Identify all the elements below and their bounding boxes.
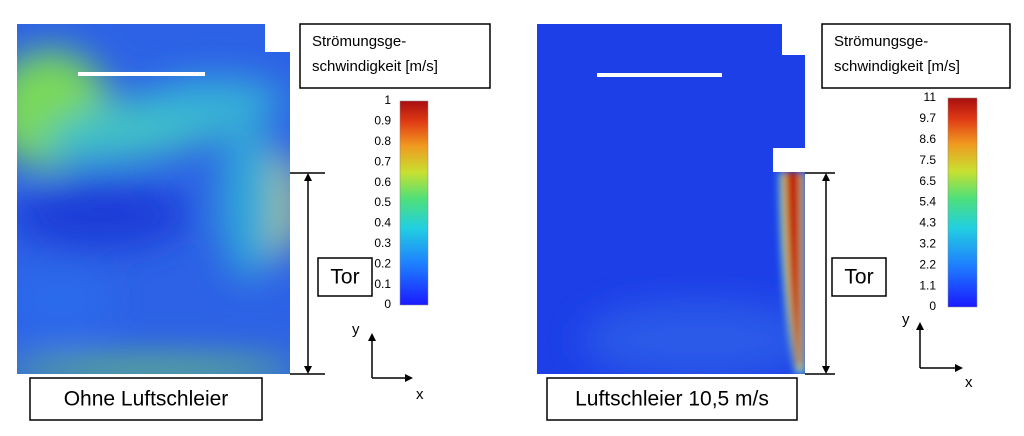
colorbar-tick-label: 7.5 <box>919 153 936 167</box>
colorbar-tick-label: 2.2 <box>919 257 936 271</box>
label-box <box>317 257 373 297</box>
colorbar <box>399 100 429 306</box>
axis-label: y <box>352 321 360 338</box>
axis-label: x <box>965 374 973 391</box>
axis-label: y <box>902 311 910 328</box>
label-box <box>821 23 1011 89</box>
colorbar-tick-label: 0.2 <box>374 256 391 270</box>
colorbar-tick-label: 8.6 <box>919 132 936 146</box>
colorbar-tick-label: 6.5 <box>919 174 936 188</box>
colorbar-tick-label: 0.1 <box>374 277 391 291</box>
caption: Ohne Luftschleier <box>64 388 229 411</box>
fan-bar <box>78 72 205 76</box>
legend-title: schwindigkeit [m/s] <box>312 58 438 75</box>
arrow-head <box>955 364 963 372</box>
axis-label: x <box>416 386 424 403</box>
colorbar-tick-label: 0.7 <box>374 154 391 168</box>
colorbar-tick-label: 3.2 <box>919 236 936 250</box>
colorbar-tick-label: 4.3 <box>919 216 936 230</box>
legend-title: Strömungsge- <box>834 33 928 50</box>
colorbar-tick-label: 5.4 <box>919 195 936 209</box>
arrow-head <box>368 333 376 341</box>
label-box <box>29 377 263 421</box>
label-box <box>299 23 491 89</box>
legend-title: Strömungsge- <box>312 33 406 50</box>
colorbar-tick-label: 1 <box>384 93 391 107</box>
label-box <box>546 377 798 421</box>
flow-field <box>17 24 290 374</box>
label-box <box>831 257 887 297</box>
colorbar-tick-label: 0.9 <box>374 114 391 128</box>
flow-field <box>537 24 805 374</box>
colorbar-tick-label: 1.1 <box>919 278 936 292</box>
caption: Luftschleier 10,5 m/s <box>575 388 769 411</box>
gate-label: Tor <box>330 266 359 289</box>
colorbar <box>947 97 978 308</box>
arrow-head <box>405 374 413 382</box>
colorbar-tick-label: 0.6 <box>374 175 391 189</box>
arrow-head <box>916 322 924 330</box>
arrow-head <box>822 173 830 181</box>
gate-label: Tor <box>844 266 873 289</box>
arrow-head <box>304 173 312 181</box>
colorbar-tick-label: 0 <box>384 297 391 311</box>
colorbar-tick-label: 0 <box>929 299 936 313</box>
arrow-head <box>304 366 312 374</box>
colorbar-tick-label: 9.7 <box>919 111 936 125</box>
fan-bar <box>597 73 722 77</box>
arrow-head <box>822 366 830 374</box>
colorbar-tick-label: 0.3 <box>374 236 391 250</box>
colorbar-tick-label: 11 <box>924 90 937 104</box>
colorbar-tick-label: 0.5 <box>374 195 391 209</box>
colorbar-tick-label: 0.4 <box>374 216 391 230</box>
colorbar-tick-label: 0.8 <box>374 134 391 148</box>
legend-title: schwindigkeit [m/s] <box>834 58 960 75</box>
